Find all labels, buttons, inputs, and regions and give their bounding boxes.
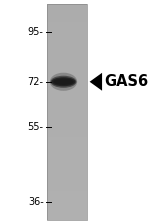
Bar bbox=[47, 187, 87, 191]
Bar bbox=[47, 97, 87, 101]
Bar bbox=[47, 183, 87, 187]
Bar bbox=[47, 83, 87, 87]
Bar bbox=[47, 158, 87, 162]
Bar bbox=[47, 101, 87, 105]
Bar bbox=[47, 215, 87, 220]
Bar bbox=[47, 126, 87, 130]
Bar bbox=[47, 172, 87, 177]
Ellipse shape bbox=[50, 73, 77, 91]
Bar bbox=[47, 69, 87, 73]
Bar bbox=[47, 165, 87, 169]
Bar bbox=[47, 112, 87, 116]
Bar bbox=[47, 201, 87, 205]
Bar bbox=[47, 137, 87, 141]
Text: 95-: 95- bbox=[28, 28, 44, 37]
Bar bbox=[47, 54, 87, 58]
Bar bbox=[47, 176, 87, 180]
Bar bbox=[47, 169, 87, 173]
Bar bbox=[47, 26, 87, 30]
Bar bbox=[47, 76, 87, 80]
Ellipse shape bbox=[53, 78, 74, 85]
Bar bbox=[47, 155, 87, 159]
Bar bbox=[47, 122, 87, 126]
Text: 55-: 55- bbox=[28, 122, 43, 131]
Bar bbox=[47, 94, 87, 98]
Bar bbox=[47, 119, 87, 123]
Ellipse shape bbox=[51, 77, 76, 86]
Bar bbox=[47, 198, 87, 202]
Bar bbox=[47, 108, 87, 112]
Bar bbox=[47, 129, 87, 134]
Bar bbox=[47, 8, 87, 12]
Bar bbox=[47, 22, 87, 26]
Bar bbox=[47, 61, 87, 65]
Bar bbox=[47, 43, 87, 47]
Bar bbox=[47, 4, 87, 8]
Bar bbox=[47, 15, 87, 19]
Bar bbox=[47, 190, 87, 194]
Bar bbox=[47, 40, 87, 44]
Bar bbox=[47, 194, 87, 198]
Ellipse shape bbox=[50, 76, 76, 88]
Bar bbox=[47, 18, 87, 22]
Bar bbox=[47, 11, 87, 15]
Bar bbox=[47, 72, 87, 76]
Bar bbox=[47, 33, 87, 37]
Bar bbox=[47, 140, 87, 144]
Bar bbox=[47, 90, 87, 94]
Bar bbox=[47, 58, 87, 62]
Bar bbox=[47, 151, 87, 155]
Bar bbox=[47, 162, 87, 166]
Bar bbox=[47, 29, 87, 33]
Bar bbox=[47, 147, 87, 151]
Bar bbox=[47, 47, 87, 51]
Bar bbox=[47, 104, 87, 108]
Bar bbox=[47, 212, 87, 216]
Bar bbox=[47, 65, 87, 69]
Text: GAS6: GAS6 bbox=[105, 74, 149, 89]
Bar bbox=[47, 79, 87, 83]
Bar bbox=[47, 115, 87, 119]
Bar bbox=[47, 51, 87, 55]
Bar bbox=[47, 208, 87, 212]
Text: 72-: 72- bbox=[28, 77, 43, 87]
Bar bbox=[47, 144, 87, 148]
Bar bbox=[47, 180, 87, 184]
Text: 36-: 36- bbox=[28, 197, 44, 207]
Bar bbox=[47, 86, 87, 90]
Bar bbox=[47, 133, 87, 137]
Bar bbox=[47, 36, 87, 40]
Bar bbox=[47, 4, 87, 220]
Bar bbox=[47, 205, 87, 209]
Polygon shape bbox=[90, 73, 102, 91]
